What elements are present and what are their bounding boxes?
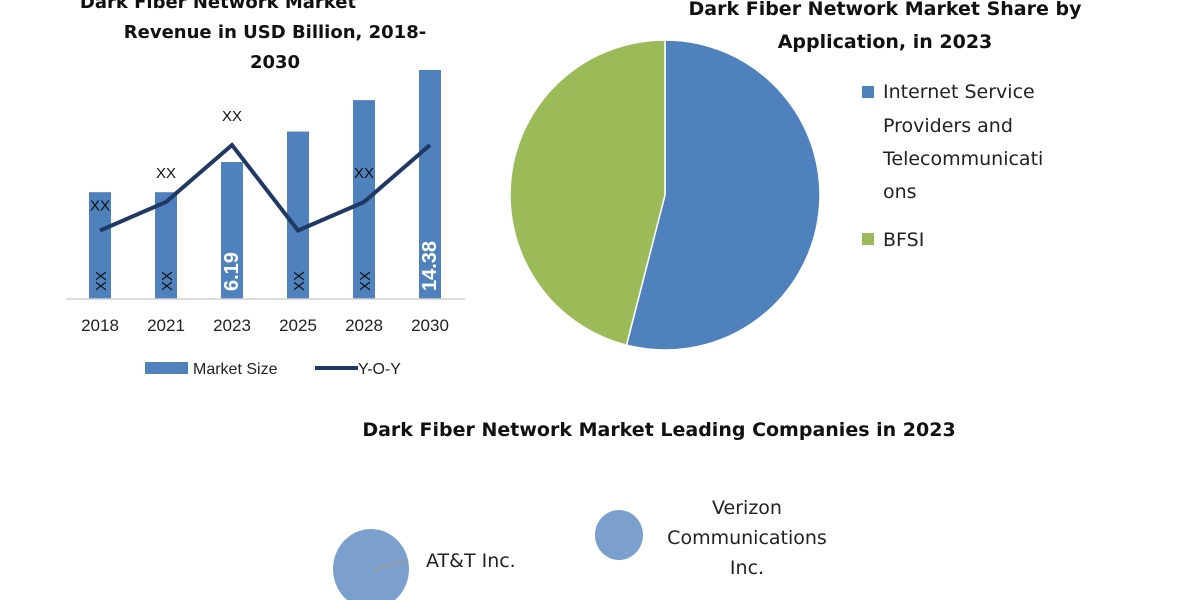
revenue-title-line-2: Revenue in USD Billion, 2018- (124, 22, 426, 43)
x-tick-2023: 2023 (213, 316, 251, 335)
bubble-att-leader (372, 559, 409, 571)
bubble-verizon-label-1: Verizon (712, 497, 782, 519)
bubble-verizon (595, 510, 643, 560)
leading-companies-chart: Dark Fiber Network Market Leading Compan… (333, 419, 956, 600)
revenue-chart: Dark Fiber Network Market Revenue in USD… (66, 0, 465, 378)
x-tick-2030: 2030 (411, 316, 449, 335)
pie-legend-isp-3: Telecommunicati (882, 148, 1043, 170)
bar-2018 (89, 192, 111, 299)
bar-label-2018: XX (93, 271, 110, 291)
yoy-label-2023: XX (222, 108, 242, 125)
yoy-label-2021: XX (156, 165, 176, 182)
yoy-label-2028: XX (354, 165, 374, 182)
bubble-verizon-label-3: Inc. (730, 557, 764, 579)
bar-2030 (419, 70, 441, 299)
bubble-verizon-label-2: Communications (667, 527, 827, 549)
bar-2021 (155, 192, 177, 299)
pie-legend-swatch-bfsi (862, 233, 874, 245)
pie-legend-bfsi: BFSI (883, 229, 924, 251)
pie-legend-isp-1: Internet Service (883, 81, 1035, 103)
bubble-att (333, 529, 409, 600)
yoy-line (99, 142, 432, 233)
legend-market-size-swatch (145, 362, 188, 374)
pie-slice-1 (509, 39, 666, 347)
yoy-label-2018: XX (90, 198, 110, 215)
pie-slice-0 (625, 39, 821, 351)
legend-yoy: Y-O-Y (358, 361, 401, 378)
x-tick-2021: 2021 (147, 316, 185, 335)
revenue-title-line-1: Dark Fiber Network Market (80, 0, 357, 13)
companies-title: Dark Fiber Network Market Leading Compan… (362, 419, 955, 441)
bar-label-2023: 6.19 (221, 252, 243, 291)
legend-market-size: Market Size (193, 361, 278, 378)
x-tick-2028: 2028 (345, 316, 383, 335)
pie-title-line-1: Dark Fiber Network Market Share by (689, 0, 1083, 20)
application-pie-chart: Dark Fiber Network Market Share by Appli… (509, 0, 1083, 351)
bar-2023 (221, 161, 243, 299)
bar-label-2021: XX (159, 271, 176, 291)
revenue-title-line-3: 2030 (250, 52, 300, 73)
pie-legend-isp-2: Providers and (883, 115, 1013, 137)
pie-legend-swatch-isp (862, 86, 874, 98)
bar-label-2028: XX (357, 271, 374, 291)
pie-legend-isp-4: ons (883, 181, 917, 203)
bubble-att-label: AT&T Inc. (426, 550, 516, 572)
bar-label-2030: 14.38 (419, 241, 441, 291)
x-tick-2025: 2025 (279, 316, 317, 335)
x-tick-2018: 2018 (81, 316, 119, 335)
bar-label-2025: XX (291, 271, 308, 291)
bar-2025 (287, 131, 309, 299)
pie-title-line-2: Application, in 2023 (778, 31, 993, 53)
